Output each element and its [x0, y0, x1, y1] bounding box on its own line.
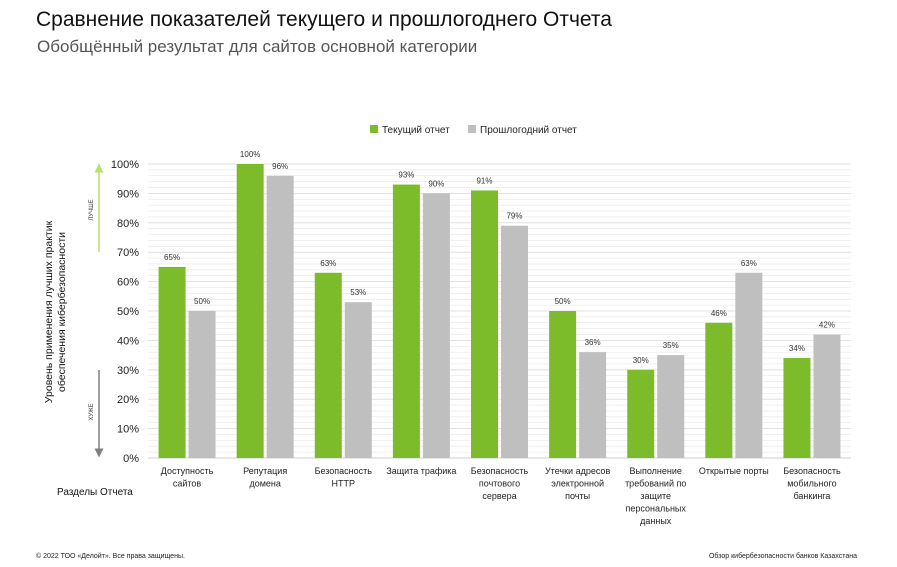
- data-label: 91%: [476, 176, 492, 185]
- footer-copyright: © 2022 ТОО «Делойт». Все права защищены.: [36, 553, 185, 560]
- y-tick-label: 10%: [117, 424, 139, 436]
- data-label: 100%: [240, 150, 260, 159]
- y-axis-ticks: 0% 10% 20% 30% 40% 50% 60% 70% 80% 90% 100%: [111, 159, 139, 465]
- x-tick-label: Безопасность мобильного банкинга: [783, 466, 841, 501]
- data-label: 93%: [398, 171, 414, 180]
- y-tick-label: 20%: [117, 394, 139, 406]
- bar-current: [705, 322, 733, 458]
- data-label: 63%: [320, 259, 336, 268]
- y-tick-label: 80%: [117, 218, 139, 230]
- y-tick-label: 100%: [111, 159, 139, 171]
- bar-current: [392, 184, 420, 458]
- page-subtitle: Обобщённый результат для сайтов основной…: [37, 37, 478, 56]
- x-tick-label: Безопасность HTTP: [315, 466, 373, 489]
- legend-swatch-current: [370, 125, 378, 133]
- x-tick-label: Репутация домена: [243, 466, 287, 489]
- x-tick-label: Доступность сайтов: [161, 466, 214, 489]
- bar-current: [471, 190, 498, 458]
- data-label: 96%: [272, 162, 288, 171]
- data-label: 30%: [633, 356, 649, 365]
- data-label: 34%: [789, 344, 805, 353]
- bar-previous: [266, 175, 294, 458]
- data-label: 35%: [663, 341, 679, 350]
- data-label: 63%: [741, 259, 757, 268]
- bar-current: [158, 266, 186, 458]
- data-label: 46%: [711, 309, 727, 318]
- y-axis-label: Уровень применения лучших практикобеспеч…: [43, 220, 68, 403]
- x-tick-label: Защита трафика: [386, 466, 456, 476]
- y-axis-title: Уровень применения лучших практикобеспеч…: [43, 220, 68, 403]
- legend-swatch-previous: [468, 125, 476, 133]
- data-label: 79%: [506, 212, 522, 221]
- bar-previous: [735, 272, 763, 458]
- data-label: 65%: [164, 253, 180, 262]
- y-tick-label: 70%: [117, 247, 139, 259]
- page-title: Сравнение показателей текущего и прошлог…: [36, 8, 612, 31]
- bar-current: [236, 164, 264, 458]
- bar-previous: [501, 225, 528, 458]
- x-tick-label: Выполнение требований по защите персональны…: [625, 466, 686, 526]
- x-tick-label: Открытые порты: [699, 466, 769, 476]
- data-label: 36%: [585, 338, 601, 347]
- bar-previous: [813, 334, 841, 458]
- x-axis-ticks: Доступность сайтов Репутация домена Безопасн…: [161, 466, 841, 526]
- bar-current: [783, 358, 811, 458]
- data-label: 90%: [428, 179, 444, 188]
- footer-report-name: Обзор кибербезопасности банков Казахстан…: [708, 553, 857, 560]
- y-tick-label: 40%: [117, 335, 139, 347]
- better-worse-arrows: ЛУЧШЕ ХУЖЕ: [89, 163, 104, 458]
- x-axis-title: Разделы Отчета: [57, 487, 133, 498]
- legend: Текущий отчет Прошлогодний отчет: [370, 125, 577, 136]
- y-tick-label: 30%: [117, 365, 139, 377]
- data-label: 50%: [194, 297, 210, 306]
- bar-current: [314, 272, 342, 458]
- data-label: 50%: [555, 297, 571, 306]
- y-tick-label: 50%: [117, 306, 139, 318]
- bar-previous: [188, 311, 216, 458]
- data-labels: 65% 100% 63% 93% 91% 50% 30% 46% 34% 50% 96% 53% 90%…: [164, 150, 835, 365]
- worse-label: ХУЖЕ: [89, 403, 95, 420]
- bar-current: [549, 311, 577, 458]
- y-tick-label: 90%: [117, 188, 139, 200]
- y-tick-label: 60%: [117, 277, 139, 289]
- y-tick-label: 0%: [123, 453, 139, 465]
- bar-previous: [422, 193, 450, 458]
- x-tick-label: Безопасность почтового сервера: [471, 466, 529, 501]
- bar-previous: [579, 352, 607, 458]
- x-tick-label: Утечки адресов электронной почты: [545, 466, 610, 501]
- data-label: 53%: [350, 288, 366, 297]
- bar-previous: [657, 355, 685, 458]
- data-label: 42%: [819, 321, 835, 330]
- bar-current: [627, 369, 655, 458]
- gridlines: [148, 163, 851, 459]
- legend-label-previous: Прошлогодний отчет: [480, 125, 577, 136]
- bars: [158, 164, 841, 458]
- better-label: ЛУЧШЕ: [89, 199, 95, 220]
- legend-label-current: Текущий отчет: [382, 125, 450, 136]
- bar-previous: [344, 302, 372, 458]
